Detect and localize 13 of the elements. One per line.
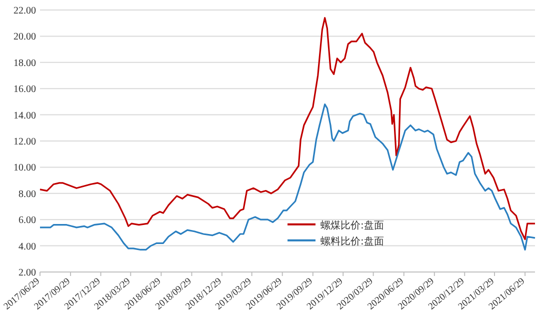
y-tick-label: 6.00 <box>18 215 36 226</box>
legend-label: 螺料比价:盘面 <box>320 235 384 248</box>
legend-label: 螺煤比价:盘面 <box>320 219 384 232</box>
y-tick-label: 2.00 <box>18 268 36 278</box>
y-tick-label: 18.00 <box>14 58 36 69</box>
y-tick-label: 14.00 <box>14 110 36 122</box>
y-tick-label: 10.00 <box>14 162 36 174</box>
y-tick-label: 22.00 <box>14 6 36 16</box>
y-tick-label: 4.00 <box>18 241 36 252</box>
y-tick-label: 12.00 <box>14 136 36 148</box>
y-tick-label: 8.00 <box>18 188 36 200</box>
y-tick-label: 20.00 <box>14 32 36 43</box>
y-tick-label: 16.00 <box>14 84 36 96</box>
